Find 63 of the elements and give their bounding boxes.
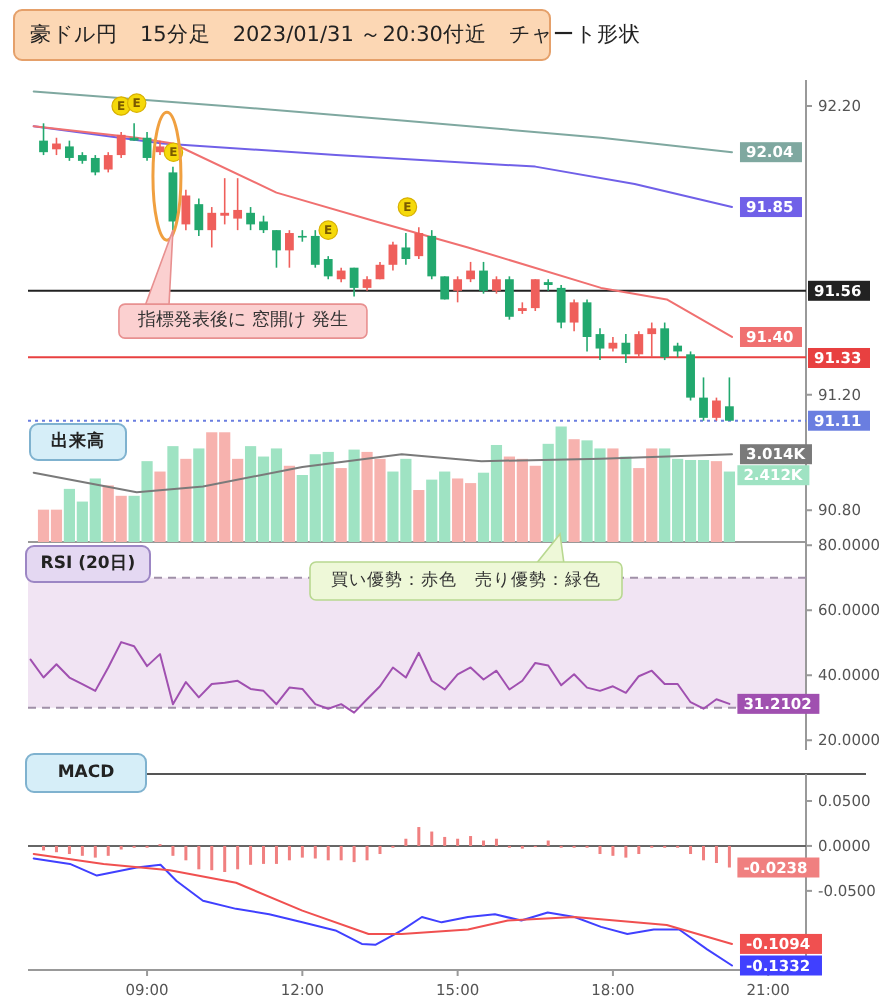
candlestick — [116, 131, 126, 159]
bar — [620, 456, 632, 542]
candlestick — [556, 284, 566, 330]
candlestick — [647, 321, 657, 358]
candlestick — [466, 261, 475, 283]
candlestick — [724, 376, 734, 422]
annotation: 買い優勢：赤色 売り優勢：緑色 — [331, 569, 601, 591]
line-series — [32, 857, 733, 967]
bar — [607, 448, 619, 542]
bar — [154, 471, 166, 542]
candlestick — [194, 197, 204, 237]
candlestick — [272, 229, 281, 269]
line-series — [29, 641, 731, 714]
bar — [193, 448, 205, 542]
candlestick — [427, 229, 437, 281]
line-series — [32, 90, 733, 154]
candlestick — [90, 154, 100, 177]
candlestick — [401, 232, 411, 266]
candlestick — [530, 278, 540, 312]
candlestick — [543, 278, 553, 292]
bar — [710, 461, 723, 542]
bar — [180, 458, 192, 542]
line-series — [32, 853, 733, 945]
candlestick — [233, 177, 243, 231]
candlestick — [285, 229, 294, 269]
bar — [348, 449, 360, 542]
candlestick — [712, 396, 721, 422]
candlestick — [660, 321, 670, 361]
chart-title: MACD — [57, 763, 115, 783]
bar — [568, 439, 580, 542]
candlestick — [595, 327, 605, 361]
candlestick — [505, 275, 514, 321]
candlestick — [129, 122, 139, 142]
candlestick — [349, 266, 359, 298]
candlestick — [634, 330, 644, 358]
candlestick — [220, 177, 230, 226]
bar — [335, 468, 347, 542]
candlestick — [569, 298, 579, 333]
candlestick — [103, 151, 113, 174]
candlestick — [181, 188, 191, 231]
bar — [167, 446, 179, 542]
candlestick — [310, 229, 320, 269]
candlestick — [207, 206, 217, 249]
candlestick — [479, 261, 488, 295]
chart-title: 豪ドル円 15分足 2023/01/31 ～20:30付近 チャート形状 — [30, 21, 641, 47]
bar — [413, 490, 425, 542]
candlestick — [686, 350, 695, 402]
candlestick — [39, 122, 48, 156]
candlestick — [453, 275, 463, 304]
candlestick — [65, 139, 74, 162]
chart-title: 出来高 — [51, 430, 105, 452]
text: RSI (20日) — [40, 552, 136, 574]
candlestick — [388, 240, 398, 272]
candlestick — [142, 131, 152, 162]
candlestick — [699, 376, 708, 422]
candlestick — [246, 206, 255, 231]
candlestick — [323, 255, 333, 281]
candlestick — [582, 298, 592, 353]
annotation: 指標発表後に 窓開け 発生 — [136, 309, 348, 332]
line-series — [32, 125, 733, 338]
candlestick — [621, 333, 631, 364]
candlestick — [414, 226, 424, 260]
bar — [283, 465, 295, 542]
